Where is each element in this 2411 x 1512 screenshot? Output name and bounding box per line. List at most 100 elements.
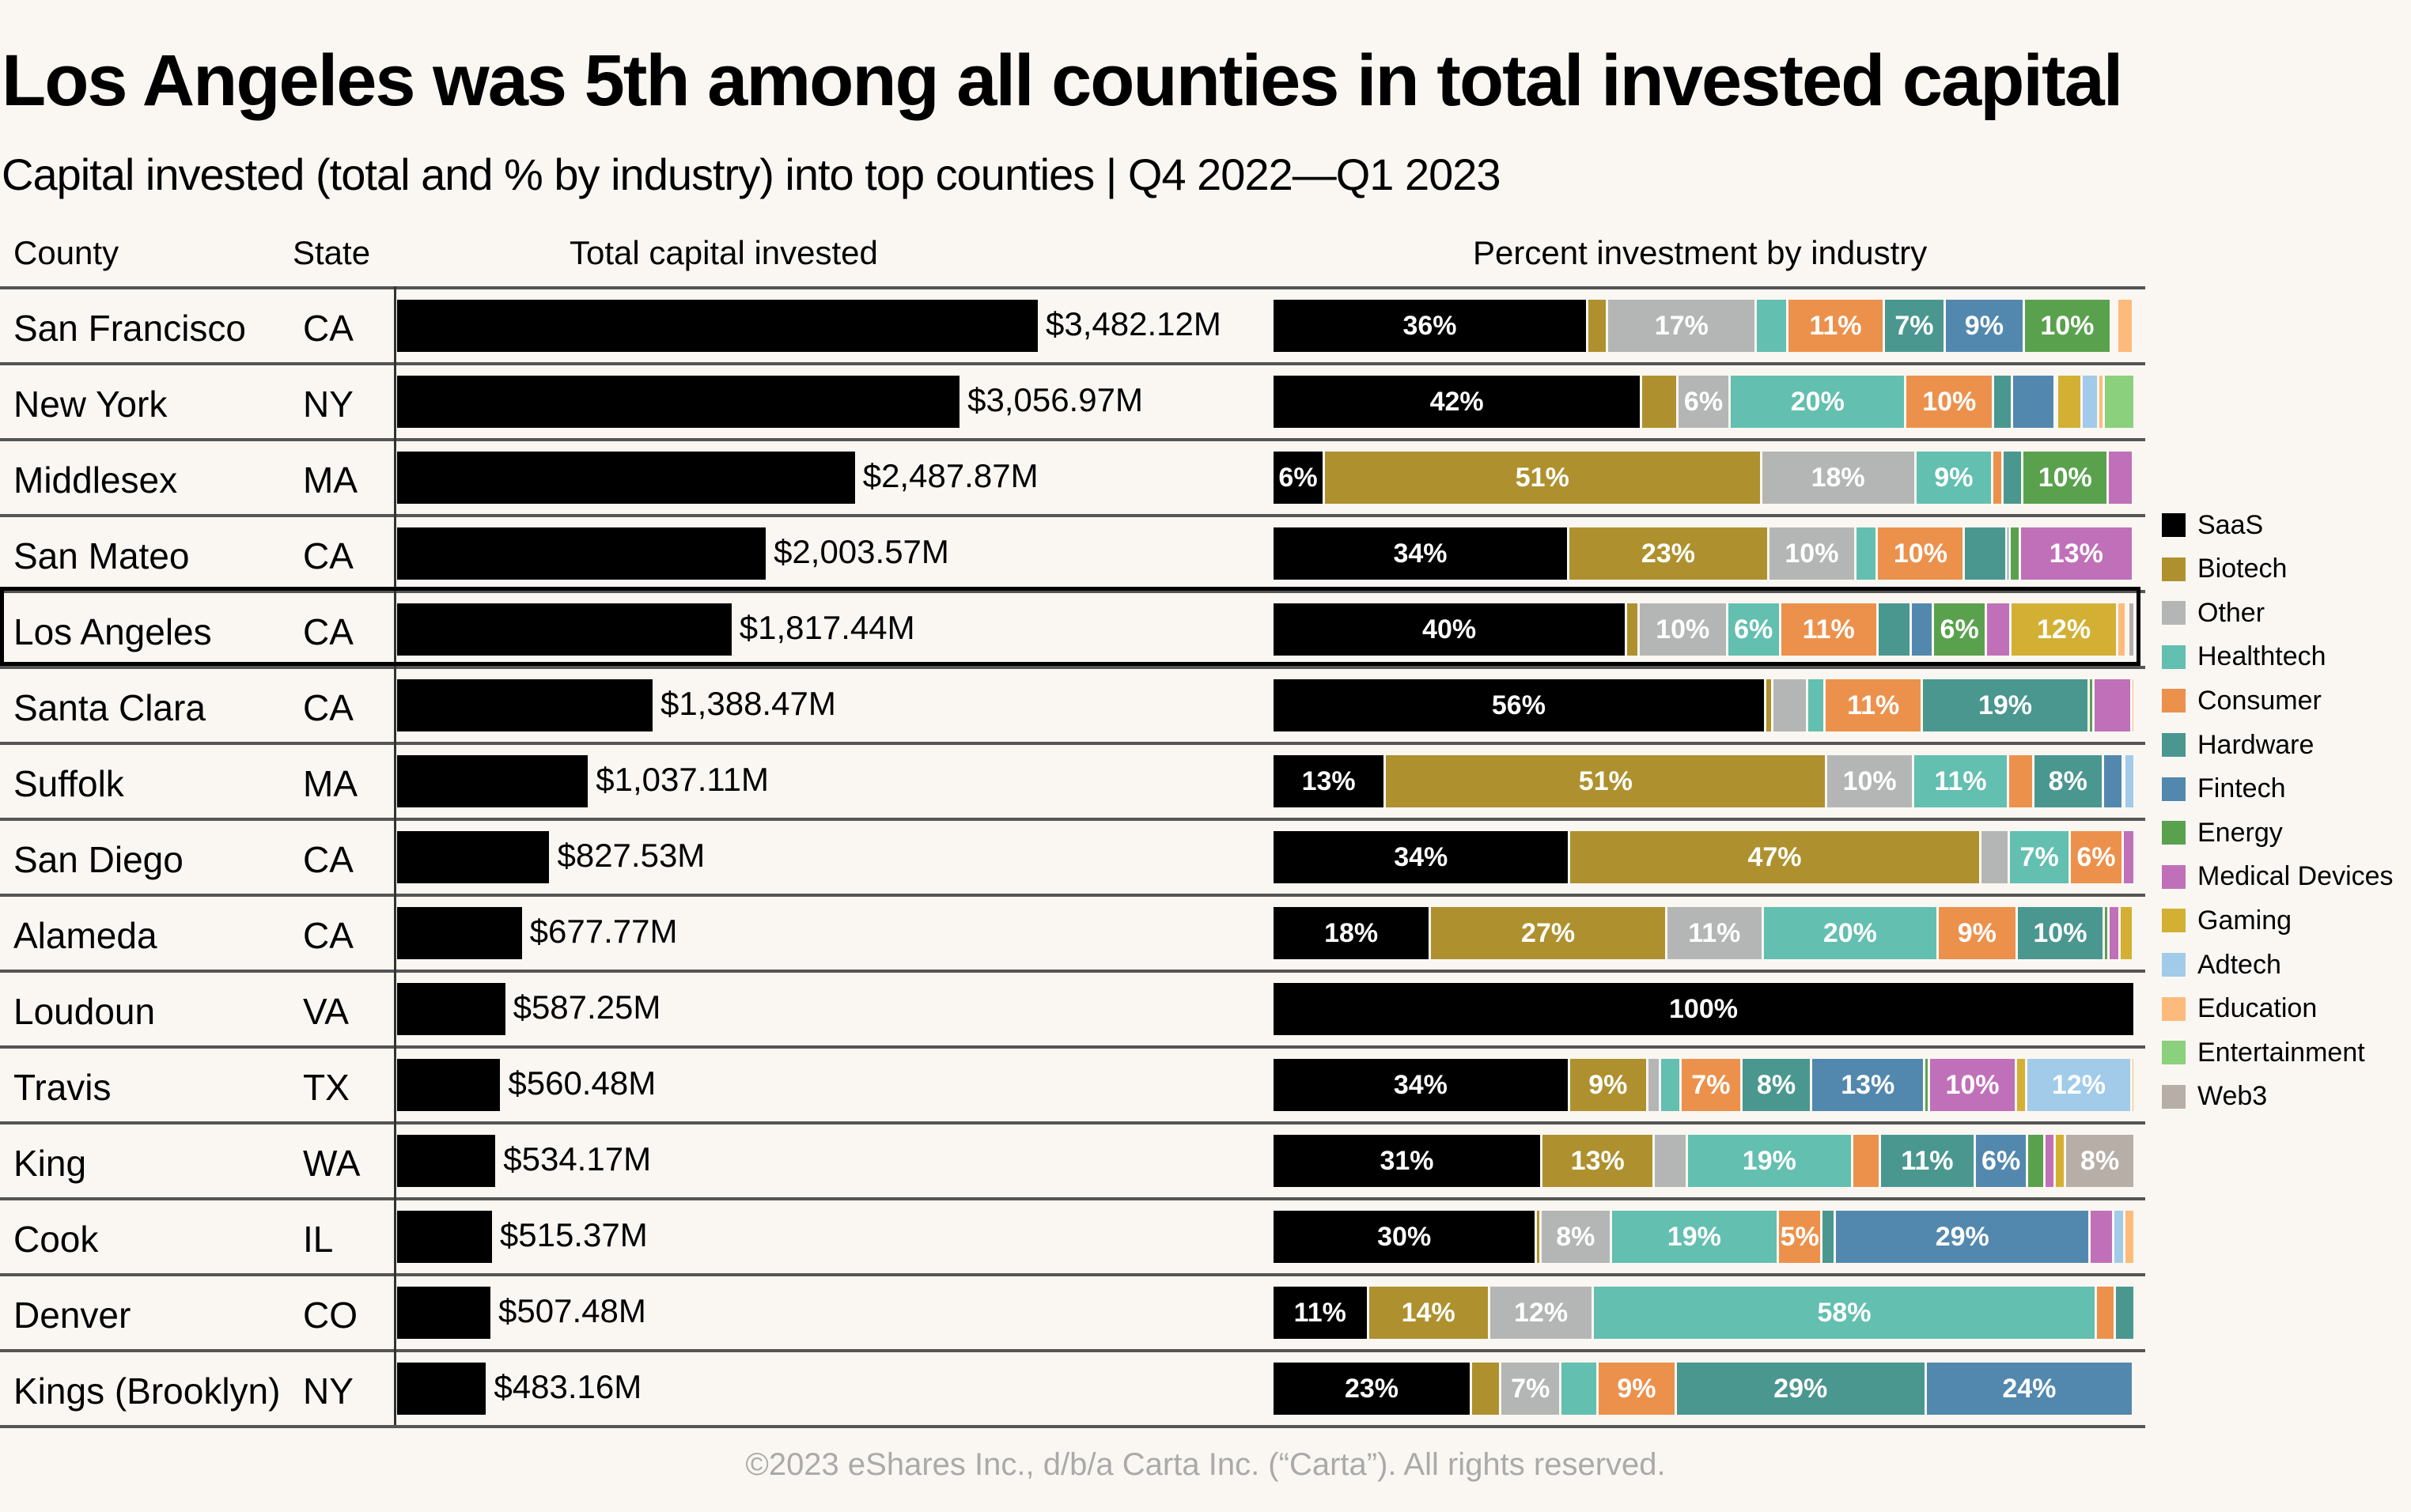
legend-swatch bbox=[2162, 644, 2186, 669]
total-capital-bar bbox=[397, 831, 550, 883]
segment-hardware: 19% bbox=[1922, 679, 2091, 731]
segment-label: 13% bbox=[1841, 1069, 1895, 1100]
segment-adtech: 12% bbox=[2027, 1059, 2133, 1111]
segment-healthtech bbox=[1856, 527, 1879, 580]
legend-item: Other bbox=[2162, 597, 2265, 629]
segment-label: 17% bbox=[1654, 310, 1709, 341]
segment-label: 10% bbox=[1656, 614, 1710, 644]
segment-label: 13% bbox=[1301, 765, 1356, 796]
segment-consumer bbox=[1853, 1135, 1881, 1187]
segment-label: 29% bbox=[1773, 1373, 1828, 1404]
county-name: San Diego bbox=[13, 839, 184, 880]
segment-web3: 8% bbox=[2066, 1135, 2136, 1187]
total-capital-label: $3,482.12M bbox=[1046, 305, 1221, 342]
table-row: Suffolk MA $1,037.11M 13% 51% 10% 11% 8% bbox=[0, 742, 2145, 818]
segment-label: 51% bbox=[1515, 462, 1569, 493]
segment-gaming bbox=[2133, 527, 2137, 580]
table-row: Loudoun VA $587.25M 100% bbox=[0, 970, 2145, 1045]
total-capital-label: $515.37M bbox=[499, 1216, 648, 1253]
legend-item: Healthtech bbox=[2162, 641, 2326, 673]
segment-label: 34% bbox=[1393, 538, 1448, 569]
segment-energy bbox=[2010, 527, 2021, 580]
segment-entertainment bbox=[2105, 376, 2136, 428]
legend-label: Entertainment bbox=[2197, 1037, 2365, 1068]
segment-label: 19% bbox=[1978, 690, 2033, 720]
segment-healthtech: 11% bbox=[1913, 755, 2010, 807]
segment-medical-devices bbox=[2045, 1135, 2057, 1187]
segment-label: 10% bbox=[2033, 917, 2087, 948]
segment-adtech bbox=[2133, 907, 2137, 959]
total-capital-bar bbox=[397, 452, 855, 504]
copyright-footer: ©2023 eShares Inc., d/b/a Carta Inc. (“C… bbox=[745, 1447, 1666, 1482]
segment-biotech: 13% bbox=[1542, 1135, 1656, 1187]
segment-saas: 23% bbox=[1274, 1363, 1472, 1415]
total-capital-bar bbox=[397, 755, 589, 807]
segment-saas: 11% bbox=[1274, 1287, 1369, 1339]
segment-other: 7% bbox=[1501, 1363, 1562, 1415]
segment-biotech bbox=[1471, 1363, 1502, 1415]
segment-hardware: 7% bbox=[1884, 300, 1947, 352]
segment-saas: 31% bbox=[1274, 1135, 1542, 1187]
legend-label: SaaS bbox=[2197, 509, 2264, 540]
segment-consumer: 9% bbox=[1939, 907, 2018, 959]
segment-label: 11% bbox=[1293, 1297, 1346, 1328]
legend-item: Entertainment bbox=[2162, 1037, 2365, 1068]
segment-other bbox=[1648, 1059, 1662, 1111]
segment-label: 5% bbox=[1780, 1221, 1819, 1252]
segment-label: 18% bbox=[1811, 462, 1865, 493]
segment-healthtech: 6% bbox=[1728, 603, 1781, 656]
segment-medical-devices bbox=[2109, 907, 2121, 959]
total-capital-label: $534.17M bbox=[503, 1140, 652, 1177]
state-code: TX bbox=[303, 1067, 350, 1108]
segment-label: 20% bbox=[1790, 386, 1845, 417]
legend-item: Energy bbox=[2162, 817, 2283, 849]
segment-label: 30% bbox=[1377, 1221, 1432, 1252]
total-capital-bar bbox=[397, 1287, 491, 1339]
segment-medical-devices bbox=[2094, 679, 2133, 731]
segment-label: 7% bbox=[1894, 310, 1934, 341]
column-header-state: State bbox=[293, 234, 371, 271]
segment-biotech bbox=[1588, 300, 1609, 352]
industry-stacked-bar: 42% 6% 20% 10% bbox=[1274, 376, 2136, 428]
segment-saas: 42% bbox=[1274, 376, 1643, 428]
segment-medical-devices bbox=[2112, 300, 2115, 352]
segment-other: 11% bbox=[1667, 907, 1764, 959]
segment-saas: 13% bbox=[1274, 755, 1387, 807]
segment-medical-devices: 10% bbox=[1929, 1059, 2018, 1111]
legend-label: Adtech bbox=[2197, 949, 2281, 980]
segment-biotech: 51% bbox=[1325, 452, 1762, 504]
segment-saas: 40% bbox=[1274, 603, 1628, 656]
segment-hardware: 8% bbox=[2034, 755, 2104, 807]
segment-other: 8% bbox=[1541, 1211, 1612, 1263]
segment-saas: 100% bbox=[1274, 983, 2136, 1035]
legend-swatch bbox=[2162, 821, 2186, 845]
segment-healthtech: 9% bbox=[1916, 452, 1994, 504]
segment-gaming bbox=[2133, 452, 2137, 504]
total-capital-label: $1,037.11M bbox=[596, 761, 769, 798]
legend-item: Gaming bbox=[2162, 905, 2292, 936]
county-name: Suffolk bbox=[13, 763, 124, 804]
state-code: IL bbox=[303, 1219, 334, 1260]
state-code: WA bbox=[303, 1143, 361, 1184]
state-code: CA bbox=[303, 535, 354, 576]
segment-healthtech bbox=[1661, 1059, 1682, 1111]
total-capital-bar bbox=[397, 1363, 486, 1415]
segment-consumer bbox=[2096, 1287, 2116, 1339]
segment-label: 13% bbox=[2049, 538, 2103, 569]
state-code: CA bbox=[303, 915, 354, 956]
state-code: CA bbox=[303, 839, 354, 880]
legend-item: Fintech bbox=[2162, 773, 2286, 805]
segment-label: 9% bbox=[1957, 917, 1997, 948]
segment-hardware bbox=[1994, 376, 2013, 428]
county-name: Cook bbox=[13, 1219, 99, 1260]
segment-label: 19% bbox=[1742, 1145, 1796, 1176]
county-name: Kings (Brooklyn) bbox=[13, 1370, 281, 1412]
segment-energy: 10% bbox=[2024, 300, 2113, 352]
segment-label: 23% bbox=[1344, 1373, 1399, 1404]
segment-hardware bbox=[2004, 452, 2024, 504]
state-code: NY bbox=[303, 1370, 354, 1412]
total-capital-label: $587.25M bbox=[513, 988, 661, 1026]
total-capital-label: $560.48M bbox=[508, 1064, 657, 1102]
segment-web3 bbox=[2133, 300, 2137, 352]
segment-label: 10% bbox=[1785, 538, 1839, 569]
